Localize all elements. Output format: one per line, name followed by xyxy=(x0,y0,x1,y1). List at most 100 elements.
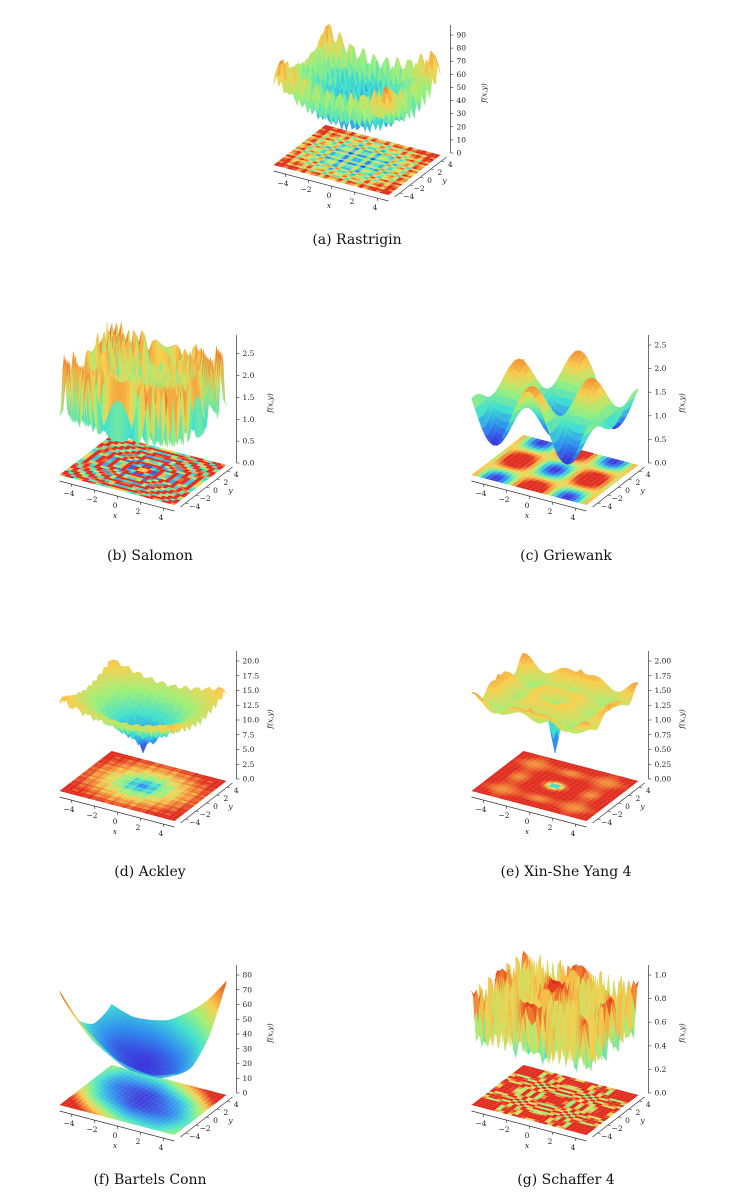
floor-cell xyxy=(369,153,376,157)
floor-cell xyxy=(355,182,362,186)
floor-cell xyxy=(534,461,542,464)
floor-cell xyxy=(200,460,207,464)
floor-cell xyxy=(194,483,201,487)
floor-cell xyxy=(95,450,103,453)
floor-cell xyxy=(123,469,131,473)
floor-cell xyxy=(502,458,509,462)
floor-cell xyxy=(399,148,406,152)
floor-cell xyxy=(117,451,125,455)
floor-cell xyxy=(147,473,155,477)
floor-cell xyxy=(395,156,402,159)
floor-cell xyxy=(186,471,193,475)
floor-cell xyxy=(402,160,409,163)
floor-cell xyxy=(541,487,549,491)
floor-cell xyxy=(139,471,146,475)
x-tick-mark xyxy=(284,173,287,178)
floor-cell xyxy=(528,484,535,487)
floor-cell xyxy=(304,148,311,152)
floor-cell xyxy=(579,458,587,462)
floor-cell xyxy=(373,168,380,172)
x-tick-label: −2 xyxy=(300,185,311,194)
floor-cell xyxy=(385,168,393,171)
floor-cell xyxy=(357,140,364,143)
floor-cell xyxy=(533,485,540,489)
floor-cell xyxy=(545,476,552,479)
floor-cell xyxy=(538,449,545,453)
floor-cell xyxy=(123,465,130,469)
floor-cell xyxy=(377,174,385,177)
floor-cell xyxy=(526,485,533,489)
floor-cell xyxy=(577,460,585,463)
floor-cell xyxy=(331,160,338,163)
floor-cell xyxy=(571,478,578,482)
floor-cell xyxy=(142,460,149,463)
floor-cell xyxy=(344,181,351,185)
floor-cell xyxy=(99,446,107,450)
floor-cell xyxy=(378,178,385,182)
x-tick-mark xyxy=(162,507,165,512)
floor-cell xyxy=(524,464,531,468)
floor-cell xyxy=(548,491,556,495)
floor-cell xyxy=(121,444,128,447)
floor-cell xyxy=(282,165,289,169)
surface xyxy=(471,350,639,465)
floor-cell xyxy=(354,137,362,140)
floor-cell xyxy=(526,467,534,470)
floor-cell xyxy=(348,183,356,186)
floor-cell xyxy=(416,153,424,157)
floor-cell xyxy=(107,455,114,458)
floor-cell xyxy=(177,491,185,495)
floor-cell xyxy=(185,458,192,462)
floor-cell xyxy=(291,149,298,153)
floor-cell xyxy=(329,138,336,142)
floor-cell xyxy=(178,459,186,462)
floor-cell xyxy=(382,152,389,156)
floor-cell xyxy=(138,490,146,493)
floor-cell xyxy=(582,461,589,464)
floor-cell xyxy=(389,165,397,168)
floor-cell xyxy=(353,147,361,150)
floor-cell xyxy=(501,454,509,458)
floor-cell xyxy=(574,490,581,493)
floor-cell xyxy=(158,470,165,474)
floor-cell xyxy=(337,178,344,181)
floor-cell xyxy=(85,453,92,457)
floor-cell xyxy=(346,135,353,138)
floor-cell xyxy=(559,473,567,477)
floor-cell xyxy=(115,471,122,475)
floor-cell xyxy=(512,455,520,459)
floor-cell xyxy=(175,466,182,470)
floor-cell xyxy=(180,453,187,457)
floor-cell xyxy=(570,493,577,496)
floor-cell xyxy=(360,146,367,150)
floor-cell xyxy=(290,159,297,163)
floor-cell xyxy=(184,454,192,458)
floor-cell xyxy=(380,158,388,162)
floor-cell xyxy=(147,446,154,450)
floor-cell xyxy=(356,176,364,180)
floor-cell xyxy=(369,157,377,161)
floor-cell xyxy=(68,475,75,479)
floor-cell xyxy=(108,471,116,475)
floor-cell xyxy=(115,448,122,452)
floor-cell xyxy=(410,153,417,157)
floor-cell xyxy=(493,460,501,464)
floor-cell xyxy=(110,447,118,451)
floor-cell xyxy=(600,488,607,492)
floor-cell xyxy=(142,482,149,486)
floor-cell xyxy=(104,475,112,478)
floor-cell xyxy=(330,155,338,159)
floor-cell xyxy=(203,471,211,475)
floor-cell xyxy=(554,486,562,490)
floor-cell xyxy=(81,475,88,478)
surface-patch xyxy=(170,399,177,448)
floor-cell xyxy=(294,156,301,160)
floor-cell xyxy=(65,473,73,476)
floor-cell xyxy=(482,474,489,477)
floor-cell xyxy=(316,139,323,143)
floor-cell xyxy=(132,467,139,471)
floor-cell xyxy=(581,475,588,479)
floor-cell xyxy=(579,499,587,503)
floor-cell xyxy=(616,461,624,465)
floor-cell xyxy=(405,152,413,156)
